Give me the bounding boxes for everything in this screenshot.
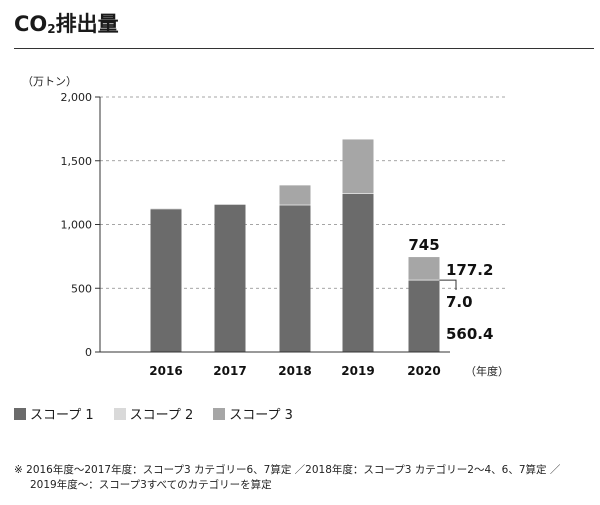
legend-item-scope1: スコープ 1 (14, 404, 94, 423)
bar-2020-scope3 (408, 257, 440, 280)
bar-2016-scope2 (150, 208, 182, 210)
legend-label-scope1: スコープ 1 (30, 408, 94, 423)
y-tick-label: 2,000 (61, 91, 93, 104)
x-tick-label: 2020 (407, 364, 440, 378)
legend-label-scope2: スコープ 2 (129, 408, 194, 423)
bar-2017-scope1 (214, 204, 246, 352)
footnote: ※ 2016年度～2017年度：スコープ3 カテゴリー6、7算定 ／2018年度… (14, 463, 594, 493)
x-tick-label: 2019 (341, 364, 374, 378)
data-label-scope1-2020: 560.4 (446, 325, 493, 343)
y-tick-label: 500 (71, 282, 92, 295)
legend-item-scope3: スコープ 3 (213, 404, 293, 423)
data-label-scope2-2020: 7.0 (446, 293, 473, 311)
bar-2020-scope2 (408, 279, 440, 281)
y-tick-label: 1,000 (61, 219, 93, 232)
bar-2019-scope2 (342, 193, 374, 194)
bar-2018-scope1 (279, 205, 311, 352)
bar-2016-scope1 (150, 209, 182, 352)
bar-2018-scope3 (279, 185, 311, 205)
legend-item-scope2: スコープ 2 (113, 404, 194, 423)
title-divider (14, 48, 594, 49)
bar-2017-scope2 (214, 204, 246, 205)
chart-legend: スコープ 1 スコープ 2 スコープ 3 (14, 404, 293, 423)
legend-swatch-scope1 (14, 407, 26, 420)
chart-title: CO2排出量 (14, 12, 119, 36)
bar-2019-scope1 (342, 193, 374, 352)
bar-2020-scope1 (408, 280, 440, 352)
y-tick-label: 1,500 (61, 155, 93, 168)
bar-2018-scope2 (279, 204, 311, 206)
data-label-scope3-2020: 177.2 (446, 261, 493, 279)
legend-swatch-scope3 (213, 407, 226, 420)
data-label-total-2020: 745 (408, 236, 439, 254)
x-tick-label: 2017 (213, 364, 246, 378)
leader-line-scope2-2020 (439, 279, 457, 290)
x-axis-label: （年度） (465, 364, 509, 378)
legend-swatch-scope2 (113, 407, 126, 420)
footnote-line1: ※ 2016年度～2017年度：スコープ3 カテゴリー6、7算定 ／2018年度… (14, 464, 561, 476)
bar-chart: （万トン） 0 500 1,000 1,500 2,000 2016 2017 2018 2019… (22, 75, 509, 378)
footnote-line2: 2019年度～：スコープ3すべてのカテゴリーを算定 (30, 479, 272, 491)
y-axis-label: （万トン） (22, 75, 77, 88)
x-tick-label: 2016 (149, 364, 182, 378)
x-tick-label: 2018 (278, 364, 311, 378)
legend-label-scope3: スコープ 3 (229, 408, 293, 423)
bar-2019-scope3 (342, 139, 374, 194)
y-tick-label: 0 (85, 346, 92, 359)
